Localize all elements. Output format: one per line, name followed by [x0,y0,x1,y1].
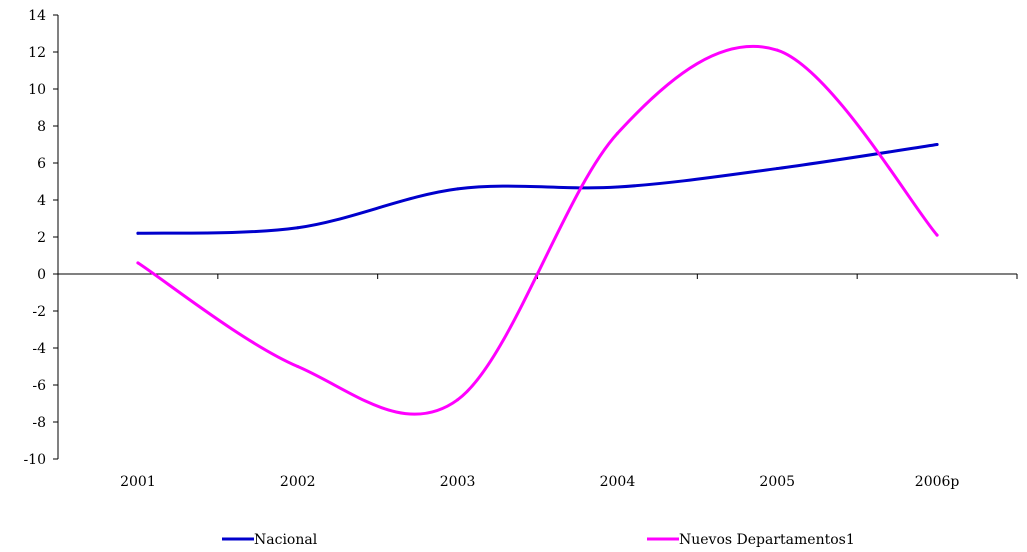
y-tick-label: -10 [23,452,46,468]
x-tick-label: 2001 [120,474,156,490]
data-point [136,231,140,235]
data-point [296,226,300,230]
y-tick-label: -4 [32,341,46,357]
data-point [775,167,779,171]
y-tick-label: 10 [28,82,46,98]
y-tick-label: 14 [28,8,46,24]
series-line-1 [136,44,939,416]
data-point [456,187,460,191]
x-tick-label: 2003 [440,474,476,490]
data-point [615,185,619,189]
x-tick-label: 2002 [280,474,316,490]
y-tick-label: 4 [37,193,46,209]
y-axis: -10 -8 -6 -4 -2 0 2 4 6 8 10 12 14 [23,8,59,468]
y-tick-label: -2 [32,304,46,320]
legend-label: Nuevos Departamentos1 [679,532,855,548]
data-point [775,48,779,52]
y-tick-label: 12 [28,45,46,61]
x-axis: 2001 2002 2003 2004 2005 2006p [58,273,1018,490]
data-point [136,261,140,265]
y-tick-label: -8 [32,415,46,431]
y-tick-label: -6 [32,378,46,394]
data-point [615,131,619,135]
legend-item: Nacional [222,532,318,548]
y-tick-label: 8 [37,119,46,135]
data-point [935,143,939,146]
legend-label: Nacional [254,532,318,548]
legend-item: Nuevos Departamentos1 [647,532,855,548]
data-point [456,398,460,402]
x-tick-label: 2006p [915,474,960,490]
x-tick-label: 2005 [759,474,795,490]
data-point [296,365,300,368]
y-tick-label: 2 [37,230,46,246]
legend: Nacional Nuevos Departamentos1 [222,532,855,548]
series-line-0 [136,143,939,235]
y-tick-label: 6 [37,156,46,172]
series-layer [136,44,939,416]
x-tick-label: 2004 [600,474,636,490]
y-tick-label: 0 [37,267,46,283]
data-point [935,233,939,237]
